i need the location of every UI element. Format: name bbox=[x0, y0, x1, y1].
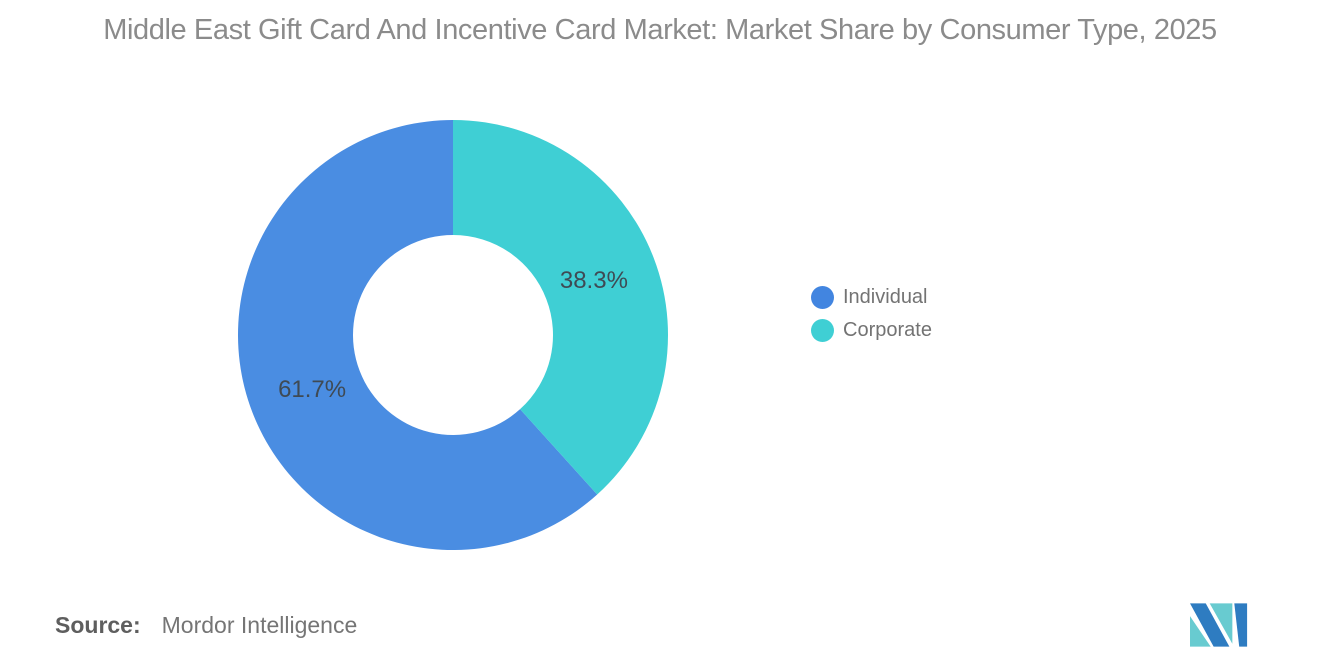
donut-slice-individual bbox=[237, 120, 598, 550]
legend-swatch-individual-icon bbox=[811, 286, 834, 309]
legend-swatch-corporate-icon bbox=[811, 319, 834, 342]
legend-label-individual: Individual bbox=[843, 286, 928, 308]
source-line: Source: Mordor Intelligence bbox=[55, 612, 357, 639]
donut-slice-corporate bbox=[453, 120, 668, 495]
logo-blue-diagonal bbox=[1190, 603, 1230, 647]
source-prefix: Source: bbox=[55, 612, 141, 638]
slice-label-individual: 61.7% bbox=[278, 376, 346, 403]
logo-left-teal-triangle bbox=[1190, 616, 1211, 647]
donut-chart-area: 61.7% 38.3% bbox=[233, 115, 673, 555]
chart-title: Middle East Gift Card And Incentive Card… bbox=[103, 14, 1217, 46]
legend-label-corporate: Corporate bbox=[843, 319, 932, 341]
donut-chart: 61.7% 38.3% bbox=[237, 120, 668, 550]
legend-item-individual: Individual bbox=[811, 286, 932, 309]
logo-right-blue-bar bbox=[1234, 603, 1248, 647]
legend: Individual Corporate bbox=[811, 286, 932, 342]
source-text: Mordor Intelligence bbox=[161, 612, 358, 638]
logo-mid-teal-triangle bbox=[1209, 603, 1233, 644]
legend-item-corporate: Corporate bbox=[811, 319, 932, 342]
slice-label-corporate: 38.3% bbox=[560, 267, 628, 294]
mordor-intelligence-logo bbox=[1190, 603, 1248, 647]
